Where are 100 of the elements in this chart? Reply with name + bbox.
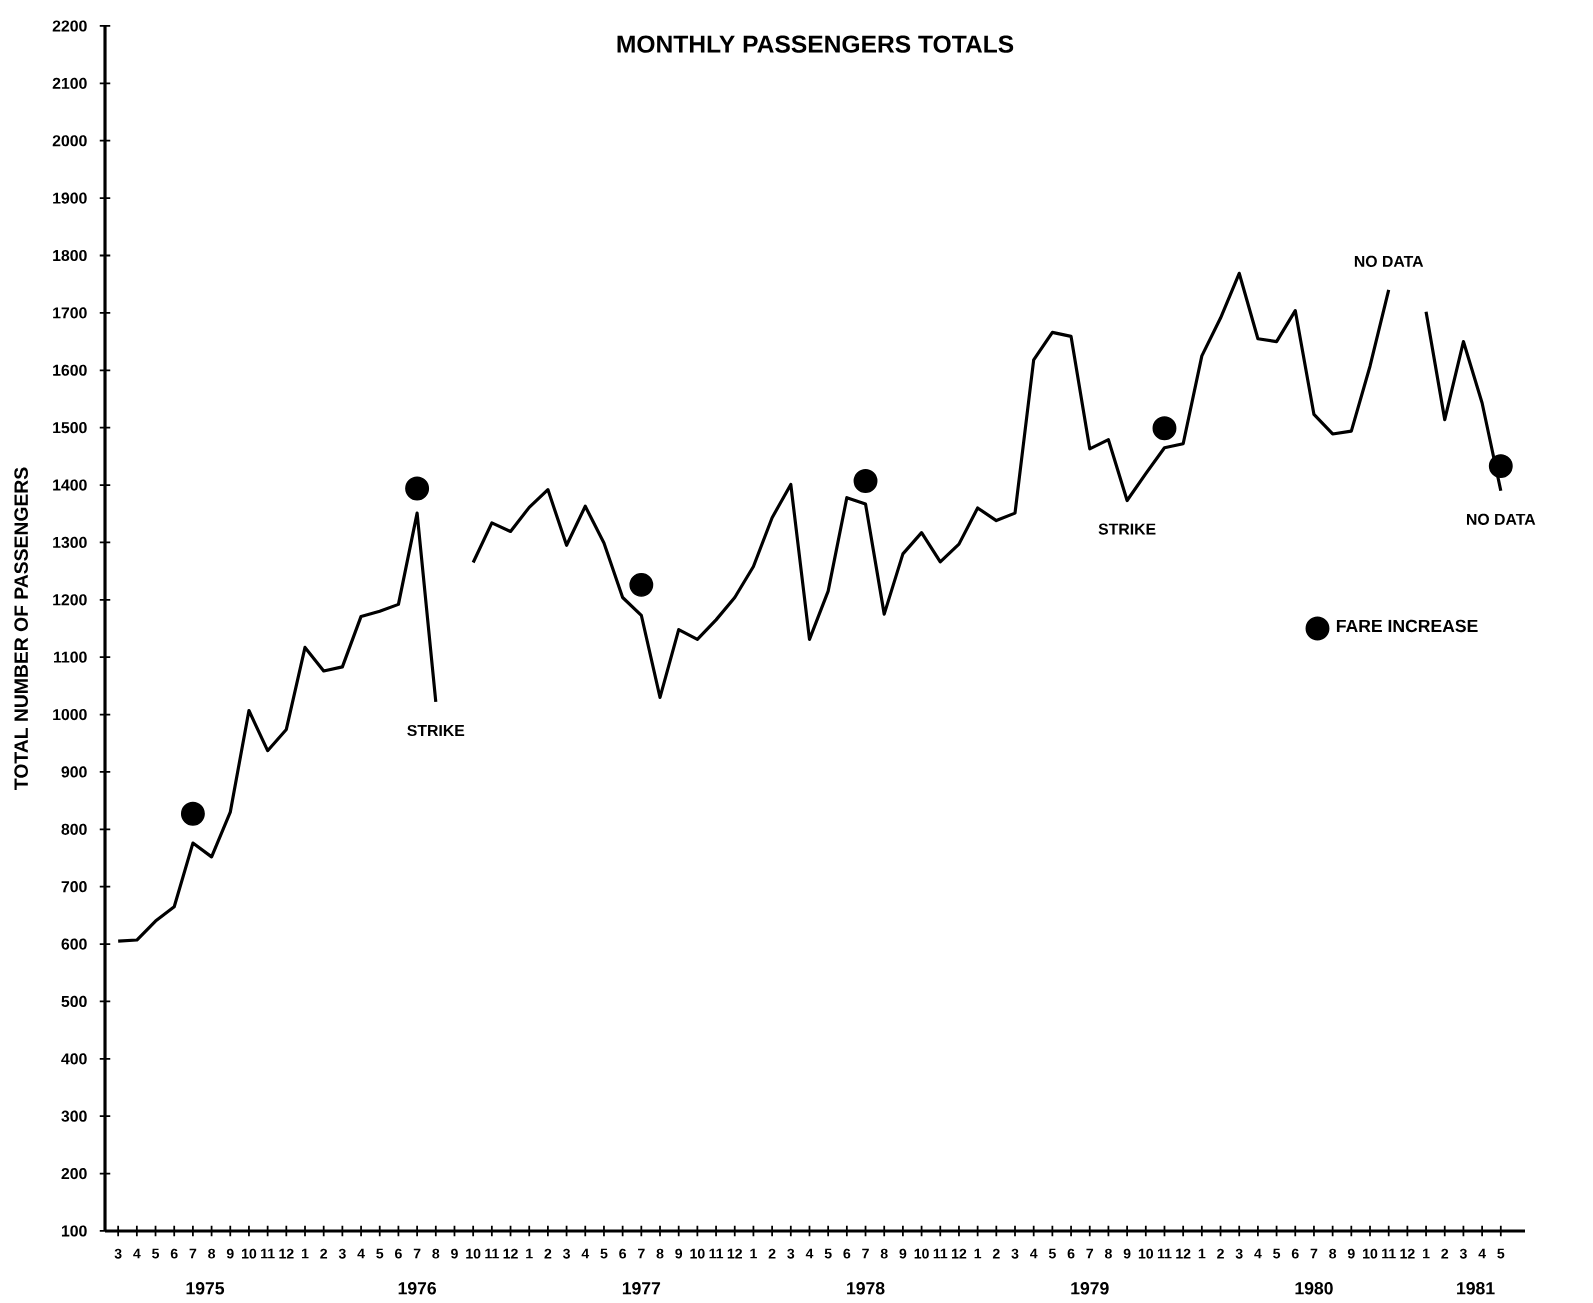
x-tick-label: 3 [114,1248,122,1259]
x-tick-label: 12 [727,1248,743,1259]
x-tick-label: 8 [1104,1248,1112,1259]
y-tick-label: 900 [61,766,87,778]
y-tick-label: 500 [61,995,87,1008]
x-tick-label: 12 [1400,1248,1415,1259]
x-tick-label: 6 [1067,1248,1075,1259]
x-tick-label: 3 [787,1248,795,1259]
x-tick-label: 2 [768,1248,776,1259]
text: 1979 [1071,1282,1109,1295]
y-tick-label: 400 [61,1053,87,1065]
x-tick-label: 11 [709,1248,724,1259]
x-tick-label: 2 [992,1248,1000,1259]
y-tick-label: 1000 [53,708,87,721]
y-tick-label: 800 [61,823,87,835]
x-tick-label: 1 [1198,1248,1206,1259]
x-tick-label: 9 [1123,1248,1131,1259]
x-tick-label: 4 [1254,1248,1262,1259]
x-tick-label: 9 [675,1248,683,1259]
x-tick-label: 7 [862,1248,869,1259]
x-tick-label: 11 [1157,1248,1172,1259]
y-tick-label: 1300 [53,536,87,549]
y-tick-label: 700 [61,881,87,893]
x-tick-label: 10 [1138,1248,1154,1259]
x-tick-label: 6 [395,1248,402,1259]
x-tick-label: 2 [1217,1248,1224,1259]
x-tick-label: 7 [413,1248,421,1259]
x-tick-label: 6 [619,1248,627,1259]
x-tick-label: 11 [485,1248,499,1259]
text: 1975 [186,1282,225,1295]
x-tick-label: 4 [1478,1248,1486,1259]
x-tick-label: 6 [843,1248,851,1259]
legend-label: FARE INCREASE [1336,619,1478,633]
x-tick-label: 4 [805,1248,814,1259]
x-tick-label: 10 [690,1248,705,1259]
point [1152,416,1177,441]
y-tick-label: 600 [61,938,87,950]
point [629,572,654,597]
annotation: NO DATA [1354,255,1424,267]
text: 1978 [847,1282,885,1295]
x-tick-label: 3 [563,1248,571,1259]
annotation: STRIKE [1098,523,1156,535]
y-tick-label: 1900 [53,192,87,204]
point [405,476,430,501]
x-tick-label: 8 [1329,1248,1337,1259]
text: 1981 [1457,1282,1495,1295]
text: 1977 [622,1282,661,1295]
x-tick-label: 1 [526,1248,533,1259]
x-tick-label: 10 [242,1248,257,1259]
x-tick-label: 12 [952,1248,967,1259]
y-tick-label: 100 [61,1225,87,1237]
x-tick-label: 5 [600,1248,608,1259]
x-tick-label: 11 [1382,1248,1396,1259]
text: 1980 [1295,1282,1333,1295]
y-tick-label: 1200 [53,594,87,606]
x-tick-label: 3 [1459,1248,1467,1259]
x-tick-label: 2 [1441,1248,1449,1259]
x-tick-label: 3 [338,1248,346,1259]
x-tick-label: 1 [301,1248,309,1259]
x-tick-label: 5 [376,1248,384,1259]
x-tick-label: 2 [544,1248,552,1259]
x-tick-label: 12 [279,1248,294,1259]
point [1488,454,1513,479]
x-tick-label: 4 [581,1248,590,1259]
chart-title: MONTHLY PASSENGERS TOTALS [617,35,1014,53]
x-tick-label: 6 [1291,1248,1299,1259]
x-tick-label: 10 [1363,1248,1378,1259]
x-tick-label: 1 [750,1248,757,1259]
x-tick-label: 1 [1423,1248,1430,1259]
x-tick-label: 6 [170,1248,178,1259]
x-tick-label: 1 [974,1248,982,1259]
x-tick-label: 2 [320,1248,328,1259]
x-tick-label: 8 [656,1248,664,1259]
x-tick-label: 10 [914,1248,929,1259]
y-tick-label: 300 [61,1110,87,1122]
x-tick-label: 12 [503,1248,518,1259]
x-tick-label: 5 [1497,1248,1505,1259]
x-tick-label: 5 [824,1248,832,1259]
x-tick-label: 9 [451,1248,458,1259]
y-tick-label: 1800 [53,249,87,262]
y-tick-label: 2000 [52,135,87,147]
y-tick-label: 1500 [53,422,87,434]
y-tick-label: 1700 [53,307,87,319]
x-tick-label: 5 [1273,1248,1281,1259]
x-tick-label: 5 [152,1248,160,1259]
x-tick-label: 7 [1086,1248,1094,1259]
x-tick-label: 8 [432,1248,440,1259]
text: 1976 [398,1282,437,1295]
x-tick-label: 5 [1048,1248,1056,1259]
x-tick-label: 7 [638,1248,645,1259]
y-tick-label: 1400 [53,479,87,491]
x-tick-label: 10 [466,1248,481,1259]
y-tick-label: 1600 [53,364,87,376]
x-tick-label: 3 [1011,1248,1019,1259]
x-tick-label: 4 [133,1248,141,1259]
y-tick-label: 2100 [52,77,87,89]
x-tick-label: 8 [208,1248,216,1259]
y-tick-label: 1100 [54,651,87,663]
y-tick-label: 200 [61,1168,87,1180]
x-tick-label: 8 [880,1248,888,1259]
